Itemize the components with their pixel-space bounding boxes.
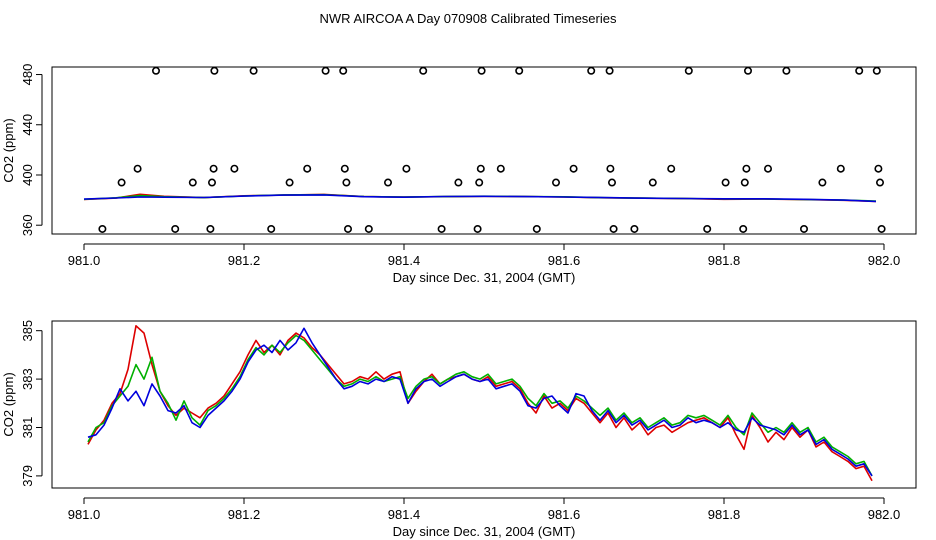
- outlier-point: [249, 66, 258, 75]
- x-tick-label: 981.6: [548, 253, 581, 268]
- bottom-panel: 981.0 981.2 981.4 981.6 981.8 982.0 Day since …: [1, 320, 917, 539]
- outlier-point: [606, 164, 615, 173]
- y-tick-label: 385: [20, 320, 35, 342]
- plot-frame: [51, 66, 917, 235]
- x-tick-label: 981.8: [708, 253, 741, 268]
- outlier-point: [855, 66, 864, 75]
- outlier-point: [877, 224, 886, 233]
- outlier-point: [684, 66, 693, 75]
- x-tick-label: 981.4: [388, 253, 421, 268]
- outlier-point: [188, 178, 197, 187]
- top-panel: 981.0 981.2 981.4 981.6 981.8 982.0 Day since …: [1, 64, 917, 285]
- outlier-point: [740, 178, 749, 187]
- outlier-point: [874, 164, 883, 173]
- x-tick-label: 981.2: [228, 507, 261, 522]
- outlier-point: [208, 178, 217, 187]
- outlier-point: [799, 224, 808, 233]
- outlier-point: [818, 178, 827, 187]
- y-tick-label: 400: [20, 164, 35, 186]
- plot-frame: [51, 320, 917, 489]
- x-tick-label: 981.6: [548, 507, 581, 522]
- outlier-point: [667, 164, 676, 173]
- outlier-point: [743, 66, 752, 75]
- outlier-point: [607, 178, 616, 187]
- outlier-point: [872, 66, 881, 75]
- x-tick-label: 982.0: [868, 253, 901, 268]
- x-tick-label: 981.4: [388, 507, 421, 522]
- outlier-point: [267, 224, 276, 233]
- outlier-point: [703, 224, 712, 233]
- outlier-point: [171, 224, 180, 233]
- y-axis-label: CO2 (ppm): [1, 372, 16, 436]
- outlier-point: [343, 224, 352, 233]
- outlier-point: [339, 66, 348, 75]
- outlier-point: [875, 178, 884, 187]
- outlier-point: [402, 164, 411, 173]
- series-line-red: [87, 324, 873, 482]
- outlier-point: [551, 178, 560, 187]
- outlier-point: [569, 164, 578, 173]
- chart-title: NWR AIRCOA A Day 070908 Calibrated Times…: [320, 11, 617, 26]
- outlier-point: [230, 164, 239, 173]
- outlier-point: [210, 66, 219, 75]
- outlier-point: [721, 178, 730, 187]
- outlier-point: [364, 224, 373, 233]
- x-tick-label: 981.0: [68, 253, 101, 268]
- outlier-point: [383, 178, 392, 187]
- y-tick-label: 381: [20, 417, 35, 439]
- x-tick-label: 981.2: [228, 253, 261, 268]
- x-tick-label: 982.0: [868, 507, 901, 522]
- outlier-point: [609, 224, 618, 233]
- outlier-point: [496, 164, 505, 173]
- outlier-point: [477, 66, 486, 75]
- y-tick-label: 383: [20, 368, 35, 390]
- outlier-point: [98, 224, 107, 233]
- outlier-point: [782, 66, 791, 75]
- outlier-point: [739, 224, 748, 233]
- outlier-point: [437, 224, 446, 233]
- outlier-point: [285, 178, 294, 187]
- outlier-point: [206, 224, 215, 233]
- series-line-blue: [83, 194, 877, 203]
- outlier-point: [605, 66, 614, 75]
- outlier-point: [303, 164, 312, 173]
- series-line-green: [87, 334, 873, 477]
- outlier-point: [836, 164, 845, 173]
- outlier-point: [152, 66, 161, 75]
- outlier-point: [342, 178, 351, 187]
- outlier-point: [587, 66, 596, 75]
- x-axis-label: Day since Dec. 31, 2004 (GMT): [393, 270, 576, 285]
- outlier-point: [133, 164, 142, 173]
- x-axis-label: Day since Dec. 31, 2004 (GMT): [393, 524, 576, 539]
- y-tick-label: 440: [20, 114, 35, 136]
- outlier-point: [117, 178, 126, 187]
- outlier-point: [763, 164, 772, 173]
- y-tick-label: 480: [20, 64, 35, 86]
- x-tick-label: 981.8: [708, 507, 741, 522]
- outlier-point: [532, 224, 541, 233]
- outlier-point: [473, 224, 482, 233]
- outlier-point: [454, 178, 463, 187]
- outlier-point: [419, 66, 428, 75]
- outlier-point: [742, 164, 751, 173]
- series-line-blue: [87, 327, 873, 477]
- y-tick-label: 379: [20, 465, 35, 487]
- outlier-point: [648, 178, 657, 187]
- y-tick-label: 360: [20, 214, 35, 236]
- outlier-point: [321, 66, 330, 75]
- outlier-point: [630, 224, 639, 233]
- outlier-point: [515, 66, 524, 75]
- outlier-point: [475, 178, 484, 187]
- outlier-point: [209, 164, 218, 173]
- outlier-point: [476, 164, 485, 173]
- outlier-point: [340, 164, 349, 173]
- y-axis-label: CO2 (ppm): [1, 118, 16, 182]
- x-tick-label: 981.0: [68, 507, 101, 522]
